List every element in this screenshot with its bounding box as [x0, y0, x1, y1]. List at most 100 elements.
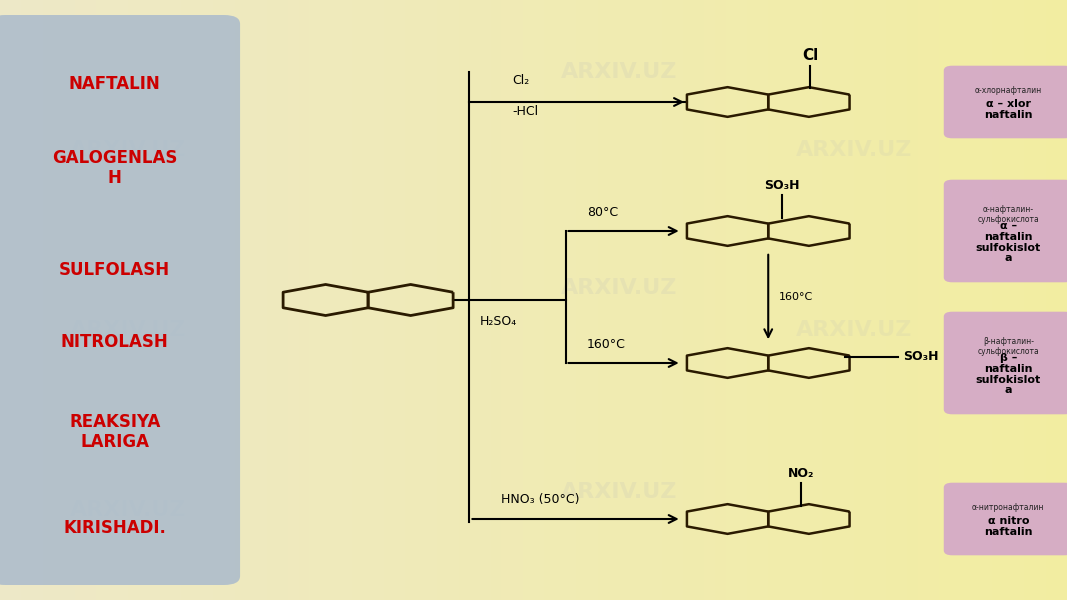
Text: GALOGENLAS
H: GALOGENLAS H: [52, 149, 177, 187]
Bar: [704, 0, 715, 600]
Bar: [523, 0, 534, 600]
Bar: [694, 0, 704, 600]
FancyBboxPatch shape: [0, 15, 240, 585]
Bar: [950, 0, 960, 600]
Bar: [683, 0, 694, 600]
Bar: [373, 0, 384, 600]
Text: NO₂: NO₂: [787, 467, 814, 480]
Bar: [149, 0, 160, 600]
Text: β –
naftalin
sulfokislot
a: β – naftalin sulfokislot a: [975, 353, 1041, 395]
Text: -HCl: -HCl: [512, 105, 538, 118]
Text: KIRISHADI.: KIRISHADI.: [63, 519, 166, 537]
Text: ARXIV.UZ: ARXIV.UZ: [69, 320, 187, 340]
Bar: [192, 0, 203, 600]
Text: ARXIV.UZ: ARXIV.UZ: [560, 62, 678, 82]
Bar: [875, 0, 886, 600]
Bar: [75, 0, 85, 600]
Bar: [779, 0, 790, 600]
Bar: [203, 0, 213, 600]
Text: α-нитронафталин: α-нитронафталин: [972, 503, 1045, 512]
Bar: [32, 0, 43, 600]
Bar: [896, 0, 907, 600]
Bar: [85, 0, 96, 600]
Bar: [299, 0, 309, 600]
Bar: [939, 0, 950, 600]
Text: H₂SO₄: H₂SO₄: [480, 315, 517, 328]
Bar: [630, 0, 640, 600]
Bar: [11, 0, 21, 600]
Bar: [309, 0, 320, 600]
Bar: [427, 0, 437, 600]
Text: 160°C: 160°C: [779, 292, 813, 302]
FancyBboxPatch shape: [943, 312, 1067, 414]
Bar: [288, 0, 299, 600]
Bar: [982, 0, 992, 600]
Bar: [832, 0, 843, 600]
Bar: [608, 0, 619, 600]
Text: REAKSIYA
LARIGA: REAKSIYA LARIGA: [69, 413, 160, 451]
Bar: [21, 0, 32, 600]
FancyBboxPatch shape: [943, 482, 1067, 556]
Bar: [790, 0, 800, 600]
Bar: [726, 0, 736, 600]
Bar: [534, 0, 544, 600]
Bar: [640, 0, 651, 600]
Text: α –
naftalin
sulfokislot
a: α – naftalin sulfokislot a: [975, 221, 1041, 263]
Bar: [587, 0, 598, 600]
Bar: [598, 0, 608, 600]
FancyBboxPatch shape: [943, 66, 1067, 138]
Bar: [0, 0, 11, 600]
Bar: [53, 0, 64, 600]
Bar: [822, 0, 832, 600]
Bar: [213, 0, 224, 600]
Text: ARXIV.UZ: ARXIV.UZ: [560, 278, 678, 298]
Text: HNO₃ (50°C): HNO₃ (50°C): [501, 493, 580, 506]
Bar: [139, 0, 149, 600]
Text: ARXIV.UZ: ARXIV.UZ: [69, 140, 187, 160]
Bar: [907, 0, 918, 600]
Bar: [928, 0, 939, 600]
Bar: [843, 0, 854, 600]
Text: α-нафталин-
сульфокислота: α-нафталин- сульфокислота: [977, 205, 1039, 224]
Bar: [1056, 0, 1067, 600]
Text: Cl₂: Cl₂: [512, 74, 529, 87]
Bar: [331, 0, 341, 600]
Bar: [181, 0, 192, 600]
Bar: [224, 0, 235, 600]
Text: NAFTALIN: NAFTALIN: [69, 75, 160, 93]
FancyBboxPatch shape: [943, 180, 1067, 283]
Text: 80°C: 80°C: [587, 206, 618, 219]
Bar: [566, 0, 576, 600]
Bar: [1003, 0, 1014, 600]
Text: ARXIV.UZ: ARXIV.UZ: [560, 482, 678, 502]
Text: α nitro
naftalin: α nitro naftalin: [984, 516, 1033, 537]
Bar: [864, 0, 875, 600]
Bar: [501, 0, 512, 600]
Bar: [437, 0, 448, 600]
Bar: [352, 0, 363, 600]
Text: ARXIV.UZ: ARXIV.UZ: [795, 320, 912, 340]
Text: SULFOLASH: SULFOLASH: [59, 261, 171, 279]
Text: α-хлорнафталин: α-хлорнафталин: [974, 86, 1042, 95]
Bar: [267, 0, 277, 600]
Bar: [576, 0, 587, 600]
Bar: [971, 0, 982, 600]
Text: NITROLASH: NITROLASH: [61, 333, 169, 351]
Bar: [491, 0, 501, 600]
Bar: [886, 0, 896, 600]
Bar: [800, 0, 811, 600]
Text: β-нафталин-
сульфокислота: β-нафталин- сульфокислота: [977, 337, 1039, 356]
Bar: [1014, 0, 1024, 600]
Bar: [395, 0, 405, 600]
Bar: [245, 0, 256, 600]
Bar: [651, 0, 662, 600]
Bar: [160, 0, 171, 600]
Bar: [854, 0, 864, 600]
Bar: [480, 0, 491, 600]
Bar: [43, 0, 53, 600]
Bar: [811, 0, 822, 600]
Text: SO₃H: SO₃H: [765, 179, 800, 192]
Text: α – xlor
naftalin: α – xlor naftalin: [984, 99, 1033, 120]
Bar: [64, 0, 75, 600]
Bar: [448, 0, 459, 600]
